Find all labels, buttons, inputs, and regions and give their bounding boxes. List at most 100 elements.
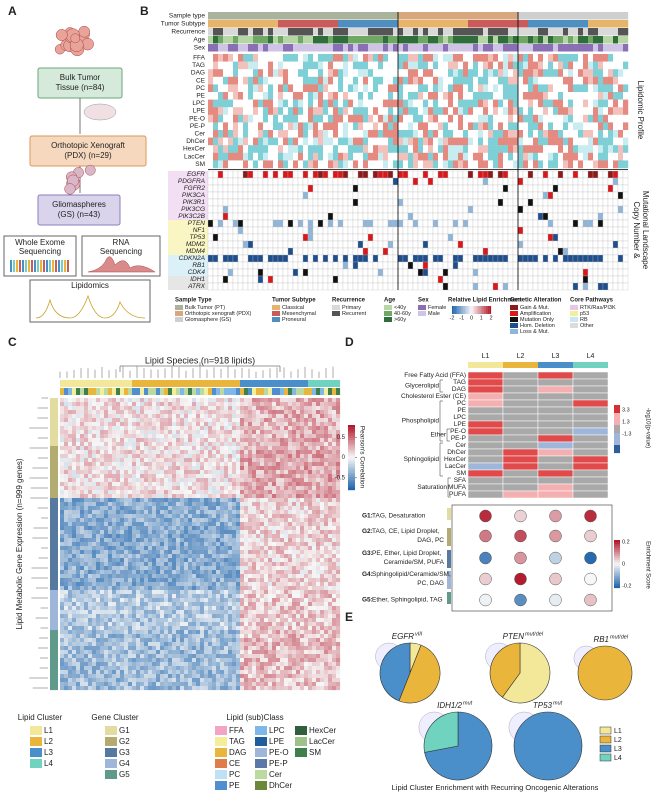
gene-cell	[217, 191, 224, 200]
gene-cell	[552, 240, 559, 249]
lipid-cell	[328, 137, 334, 146]
corr-cell	[324, 434, 329, 439]
gene-cell	[622, 198, 629, 207]
corr-cell	[64, 414, 69, 419]
lipid-cell	[498, 114, 504, 123]
gene-cell	[412, 247, 419, 256]
lipid-cell	[208, 107, 214, 115]
lipid-cell	[313, 152, 319, 161]
gene-cell	[277, 233, 284, 242]
corr-cell	[108, 418, 113, 423]
lipid-cell	[453, 99, 459, 108]
gene-cell	[467, 170, 474, 179]
track-cell	[268, 36, 274, 44]
gene-cell	[512, 282, 519, 291]
gene-cell	[307, 177, 314, 186]
lipid-cell	[573, 137, 579, 146]
corr-cell	[112, 414, 117, 419]
step-label: Orthotopic Xenograft	[51, 141, 126, 150]
corr-cell	[300, 422, 305, 427]
gene-cell	[552, 191, 559, 200]
corr-cell	[168, 406, 173, 411]
gene-cell	[532, 191, 539, 200]
lipid-cell	[303, 145, 309, 153]
gene-cell	[432, 226, 439, 235]
lipid-cell	[463, 76, 469, 85]
lipid-cell	[213, 152, 219, 161]
corr-cell	[308, 438, 313, 443]
lipid-cell	[218, 99, 224, 108]
corr-cell	[220, 474, 225, 479]
gene-cell	[562, 226, 569, 235]
corr-cell	[92, 450, 97, 455]
lipid-cell	[543, 84, 549, 93]
track-cell	[568, 36, 574, 44]
corr-cell	[200, 418, 205, 423]
gene-cell	[242, 170, 249, 179]
gene-cell	[212, 247, 219, 256]
corr-cell	[200, 470, 205, 475]
track-cell	[273, 44, 279, 52]
track-cell	[603, 36, 609, 44]
corr-cell	[148, 410, 153, 415]
class-cell	[312, 388, 317, 395]
corr-cell	[224, 406, 229, 411]
track-cell	[458, 20, 464, 28]
lipid-cell	[618, 107, 624, 115]
gene-cell	[552, 261, 559, 270]
lipid-cell	[428, 122, 434, 131]
lipid-cell	[588, 99, 594, 108]
lipid-cell	[513, 145, 519, 153]
lipid-cell	[363, 107, 369, 115]
lipid-cell	[283, 92, 289, 100]
gene-cell	[462, 233, 469, 242]
lipid-cell	[573, 145, 579, 153]
gene-cell	[402, 205, 409, 214]
lipid-cell	[463, 69, 469, 77]
corr-cell	[112, 474, 117, 479]
lipid-cell	[328, 54, 334, 62]
gene-cell	[217, 247, 224, 256]
track-cell	[243, 28, 249, 36]
corr-cell	[268, 398, 273, 403]
corr-cell	[260, 470, 265, 475]
gene-cell	[227, 177, 234, 186]
legend-label: Orthotopic xenograft (PDX)	[185, 311, 252, 317]
gene-cell	[502, 198, 509, 207]
corr-cell	[168, 450, 173, 455]
lipid-cell	[428, 61, 434, 70]
gene-cell	[617, 282, 624, 291]
lipid-cell	[478, 99, 484, 108]
gene-cell	[497, 170, 504, 179]
lipid-cell	[328, 99, 334, 108]
gene-cell	[567, 184, 574, 193]
track-cell	[243, 20, 249, 28]
gene-cell	[482, 275, 489, 284]
gene-cell	[282, 282, 289, 291]
gene-cell	[412, 254, 419, 263]
corr-cell	[260, 458, 265, 463]
lipid-cell	[583, 152, 589, 161]
gene-cell	[237, 198, 244, 207]
lipid-cell	[363, 145, 369, 153]
gene-cell	[417, 184, 424, 193]
lipid-cell	[238, 152, 244, 161]
cluster-cell	[284, 380, 289, 387]
lipid-cell	[613, 61, 619, 70]
gene-cell	[282, 275, 289, 284]
corr-cell	[96, 434, 101, 439]
gene-cluster-cell	[50, 462, 58, 467]
gene-cell	[557, 212, 564, 221]
gene-cell	[412, 275, 419, 284]
gene-cell	[387, 212, 394, 221]
class-cell	[248, 388, 253, 395]
corr-cell	[220, 470, 225, 475]
gene-cell	[547, 212, 554, 221]
lipid-cell	[248, 84, 254, 93]
lipid-cell	[388, 137, 394, 146]
track-cell	[548, 20, 554, 28]
lipid-cell	[378, 107, 384, 115]
corr-cell	[252, 418, 257, 423]
gene-cell	[537, 268, 544, 277]
lipid-cell	[258, 152, 264, 161]
